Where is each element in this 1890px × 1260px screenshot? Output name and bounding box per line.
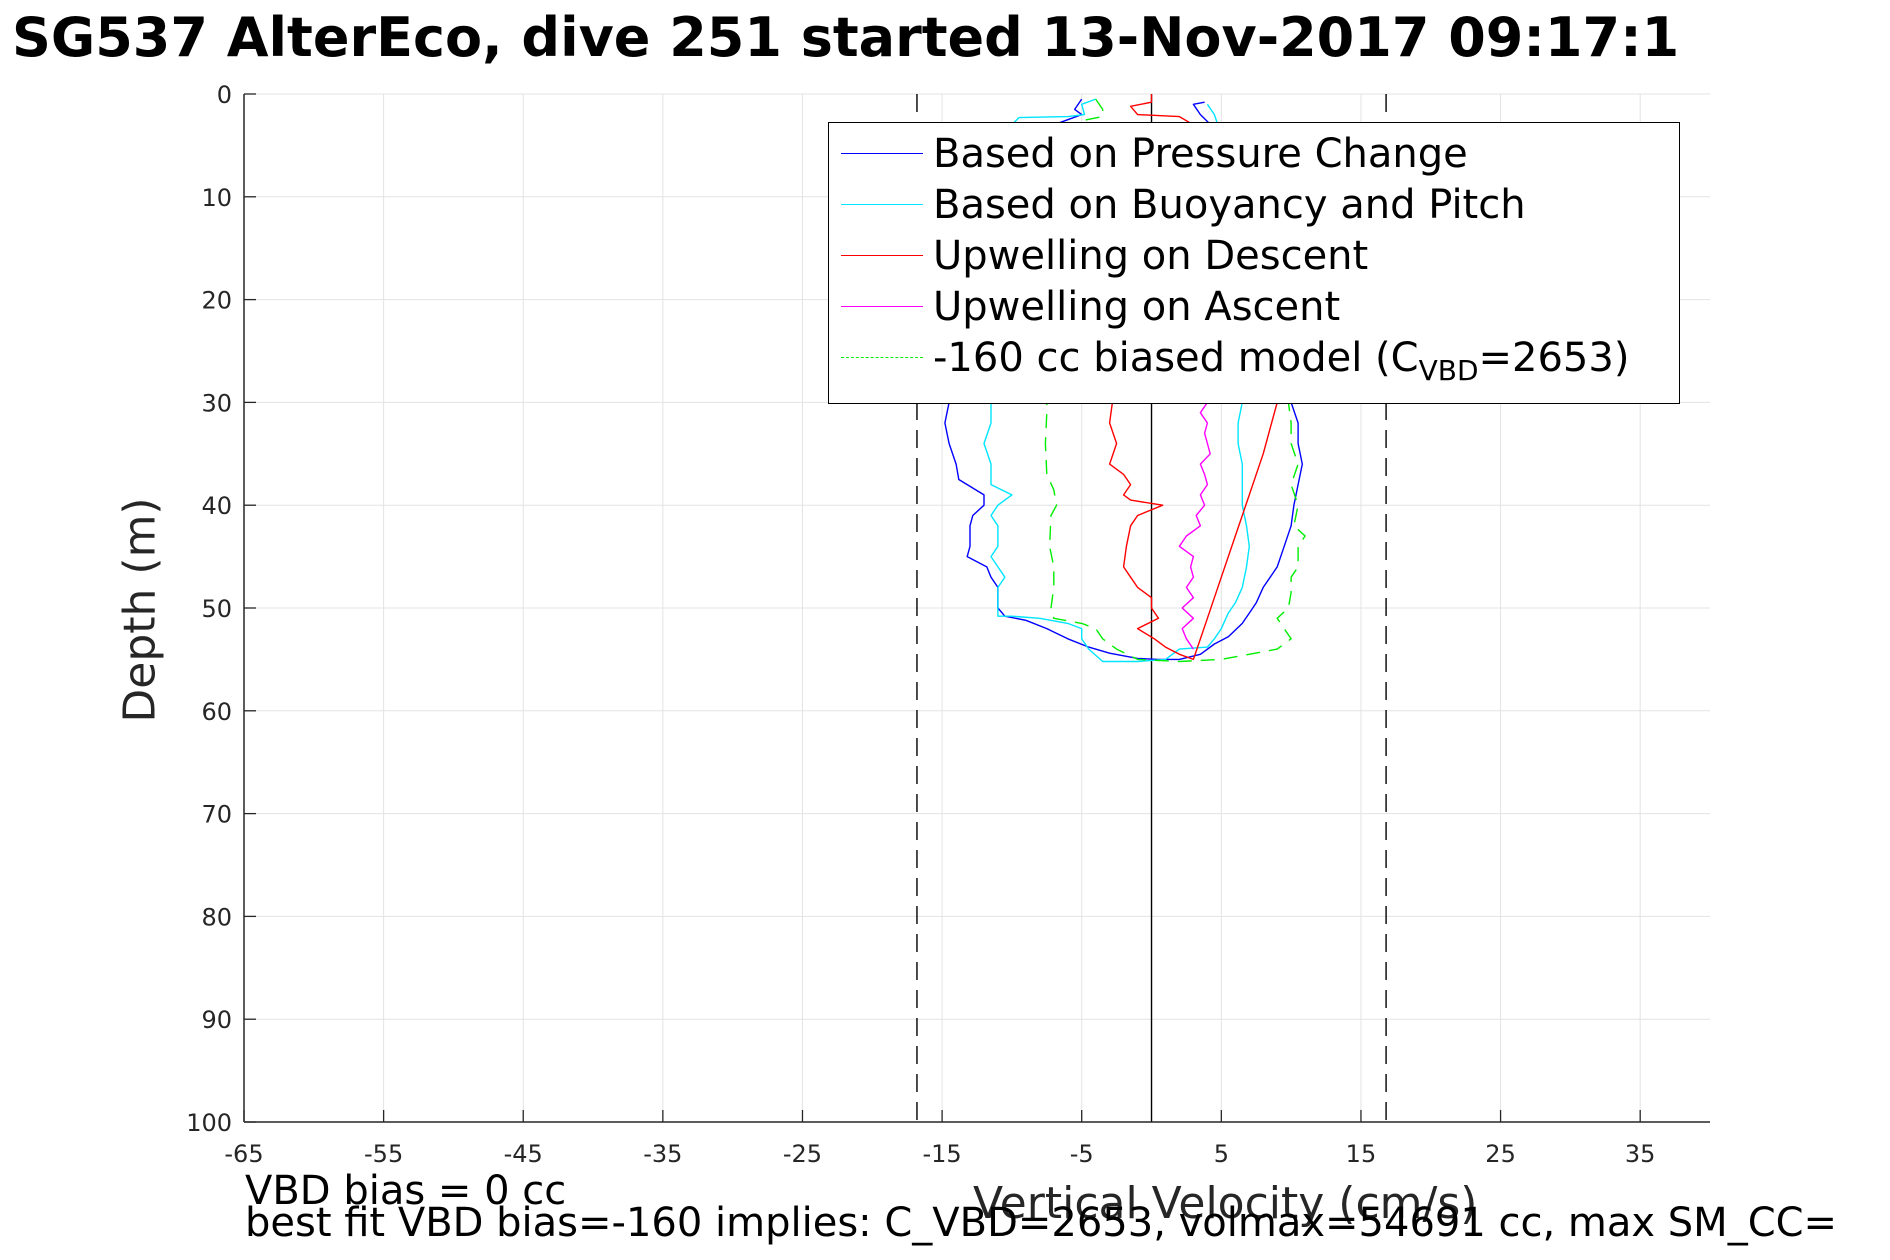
y-tick-label: 50 (201, 595, 232, 623)
y-tick-label: 0 (217, 81, 232, 109)
y-tick-label: 100 (186, 1109, 232, 1137)
legend-label-biased-model-main: -160 cc biased model (C (933, 335, 1419, 381)
legend-item-buoyancy-pitch: Based on Buoyancy and Pitch (829, 180, 1679, 230)
x-tick-label: -25 (783, 1140, 822, 1168)
y-tick-label: 10 (201, 184, 232, 212)
legend: Based on Pressure Change Based on Buoyan… (828, 122, 1680, 404)
x-tick-label: 15 (1346, 1140, 1377, 1168)
y-tick-label: 60 (201, 698, 232, 726)
legend-label-upwelling-ascent: Upwelling on Ascent (933, 284, 1341, 330)
x-tick-label: -15 (922, 1140, 961, 1168)
y-tick-label: 80 (201, 903, 232, 931)
legend-swatch-upwelling-descent (841, 255, 923, 256)
legend-item-pressure-change: Based on Pressure Change (829, 129, 1679, 179)
legend-label-biased-model-suffix: =2653) (1478, 335, 1630, 381)
x-axis-label: Vertical Velocity (cm/s) (973, 1178, 1478, 1229)
legend-item-upwelling-ascent: Upwelling on Ascent (829, 282, 1679, 332)
x-tick-label: -55 (364, 1140, 403, 1168)
legend-item-upwelling-descent: Upwelling on Descent (829, 231, 1679, 281)
legend-item-biased-model: -160 cc biased model (CVBD=2653) (829, 333, 1679, 387)
legend-label-biased-model-sub: VBD (1418, 354, 1479, 387)
x-tick-label: 35 (1625, 1140, 1656, 1168)
y-tick-label: 20 (201, 287, 232, 315)
footer-best-fit: best fit VBD bias=-160 implies: C_VBD=26… (245, 1200, 1838, 1246)
legend-swatch-pressure-change (841, 153, 923, 154)
legend-swatch-buoyancy-pitch (841, 204, 923, 205)
legend-label-buoyancy-pitch: Based on Buoyancy and Pitch (933, 182, 1526, 228)
y-tick-label: 70 (201, 801, 232, 829)
y-tick-label: 30 (201, 389, 232, 417)
series-line-3 (1178, 402, 1211, 650)
y-tick-label: 90 (201, 1006, 232, 1034)
axes-frame (243, 93, 1710, 1123)
chart-title: SG537 AlterEco, dive 251 started 13-Nov-… (12, 6, 1680, 69)
x-tick-label: -5 (1070, 1140, 1094, 1168)
legend-swatch-biased-model (841, 357, 923, 358)
legend-swatch-upwelling-ascent (841, 306, 923, 307)
x-tick-label: -45 (504, 1140, 543, 1168)
legend-label-pressure-change: Based on Pressure Change (933, 131, 1468, 177)
x-tick-label: -35 (643, 1140, 682, 1168)
footer-vbd-bias: VBD bias = 0 cc (245, 1168, 567, 1214)
y-tick-label: 40 (201, 492, 232, 520)
x-tick-label: 25 (1485, 1140, 1516, 1168)
x-tick-label: -65 (224, 1140, 263, 1168)
y-axis-label: Depth (m) (114, 497, 166, 723)
x-tick-label: 5 (1214, 1140, 1229, 1168)
legend-label-upwelling-descent: Upwelling on Descent (933, 233, 1369, 279)
tick-labels: -65 -55 -45 -35 -25 -15 -5 5 15 25 350102030405060… (186, 81, 1655, 1168)
legend-label-biased-model: -160 cc biased model (CVBD=2653) (933, 335, 1629, 387)
